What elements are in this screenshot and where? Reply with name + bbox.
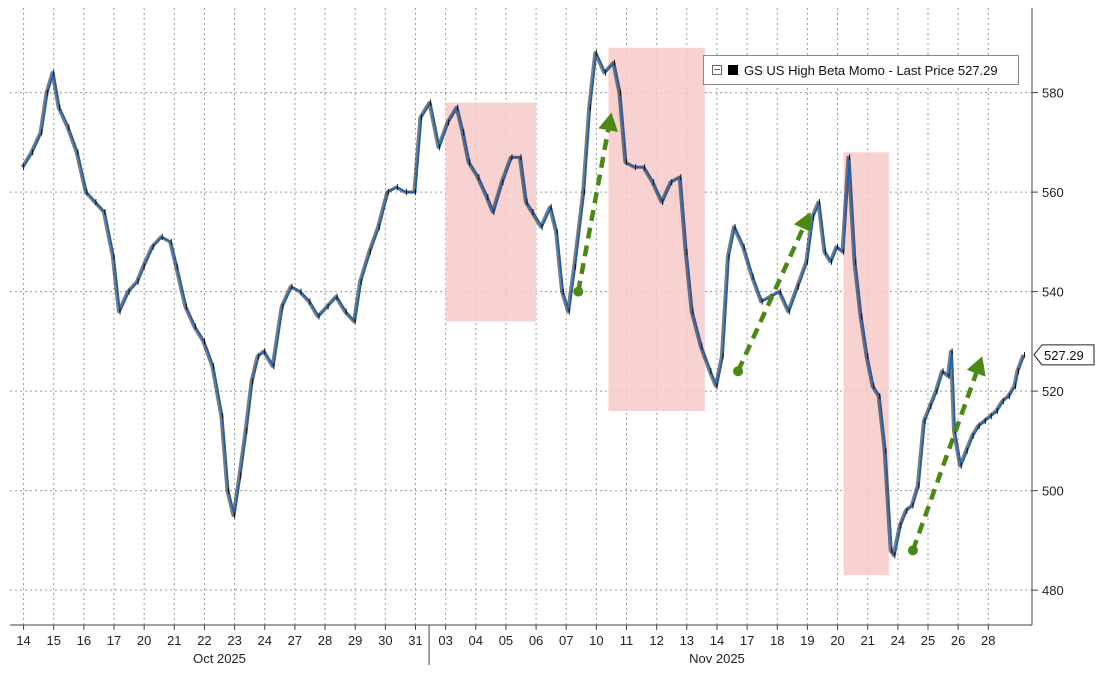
x-tick-label: 28 — [318, 633, 332, 648]
x-tick-label: 21 — [167, 633, 181, 648]
x-tick-label: 06 — [529, 633, 543, 648]
x-tick-label: 14 — [710, 633, 724, 648]
last-price-badge — [1033, 344, 1095, 366]
legend-swatch-icon — [728, 65, 738, 75]
x-tick-label: 31 — [408, 633, 422, 648]
x-tick-label: 07 — [559, 633, 573, 648]
x-tick-label: 18 — [770, 633, 784, 648]
legend-toggle-icon[interactable] — [712, 65, 722, 75]
y-tick-label: 540 — [1042, 285, 1064, 300]
x-tick-label: 13 — [680, 633, 694, 648]
arrow-2-shaft — [736, 227, 806, 373]
axes-layer: 480 500 520 540 560 580 527.29 14 15 16 17 20 21 22 23… — [10, 8, 1095, 666]
x-tick-label: 15 — [46, 633, 60, 648]
x-tick-label: 24 — [258, 633, 272, 648]
x-tick-label: 30 — [378, 633, 392, 648]
x-tick-label: 25 — [921, 633, 935, 648]
y-tick-label: 500 — [1042, 484, 1064, 499]
month-label: Oct 2025 — [193, 651, 246, 666]
x-tick-label: 05 — [499, 633, 513, 648]
x-tick-label: 17 — [107, 633, 121, 648]
x-tick-label: 16 — [77, 633, 91, 648]
y-tick-label: 580 — [1042, 86, 1064, 101]
y-tick-label: 560 — [1042, 185, 1064, 200]
x-tick-label: 17 — [740, 633, 754, 648]
arrow-2-head-icon — [793, 212, 813, 233]
last-price-label: 527.29 — [1044, 348, 1084, 363]
x-tick-label: 24 — [891, 633, 905, 648]
arrow-3-shaft — [910, 372, 979, 552]
price-line-shadow — [20, 51, 1025, 557]
month-label: Nov 2025 — [689, 651, 745, 666]
x-tick-label: 22 — [197, 633, 211, 648]
x-tick-label: 11 — [620, 633, 634, 648]
x-tick-label: 03 — [438, 633, 452, 648]
x-tick-label: 20 — [137, 633, 151, 648]
x-tick-label: 14 — [16, 633, 30, 648]
x-tick-label: 10 — [589, 633, 603, 648]
x-tick-label: 28 — [981, 633, 995, 648]
x-tick-label: 27 — [288, 633, 302, 648]
price-line-layer — [20, 49, 1026, 559]
arrow-3-head-icon — [966, 356, 986, 377]
x-tick-label: 20 — [830, 633, 844, 648]
chart-legend: GS US High Beta Momo - Last Price 527.29 — [703, 55, 1019, 85]
x-tick-label: 04 — [469, 633, 483, 648]
x-tick-label: 23 — [227, 633, 241, 648]
y-tick-label: 520 — [1042, 384, 1064, 399]
arrow-1-shaft — [576, 129, 611, 293]
arrow-annotations-layer — [573, 112, 986, 556]
x-tick-label: 12 — [649, 633, 663, 648]
y-tick-label: 480 — [1042, 583, 1064, 598]
legend-title: GS US High Beta Momo - Last Price 527.29 — [744, 62, 998, 78]
x-tick-label: 19 — [800, 633, 814, 648]
shaded-region-2 — [608, 47, 705, 412]
arrow-1-head-icon — [598, 112, 618, 133]
x-tick-label: 29 — [348, 633, 362, 648]
x-tick-label: 26 — [951, 633, 965, 648]
x-tick-label: 21 — [860, 633, 874, 648]
